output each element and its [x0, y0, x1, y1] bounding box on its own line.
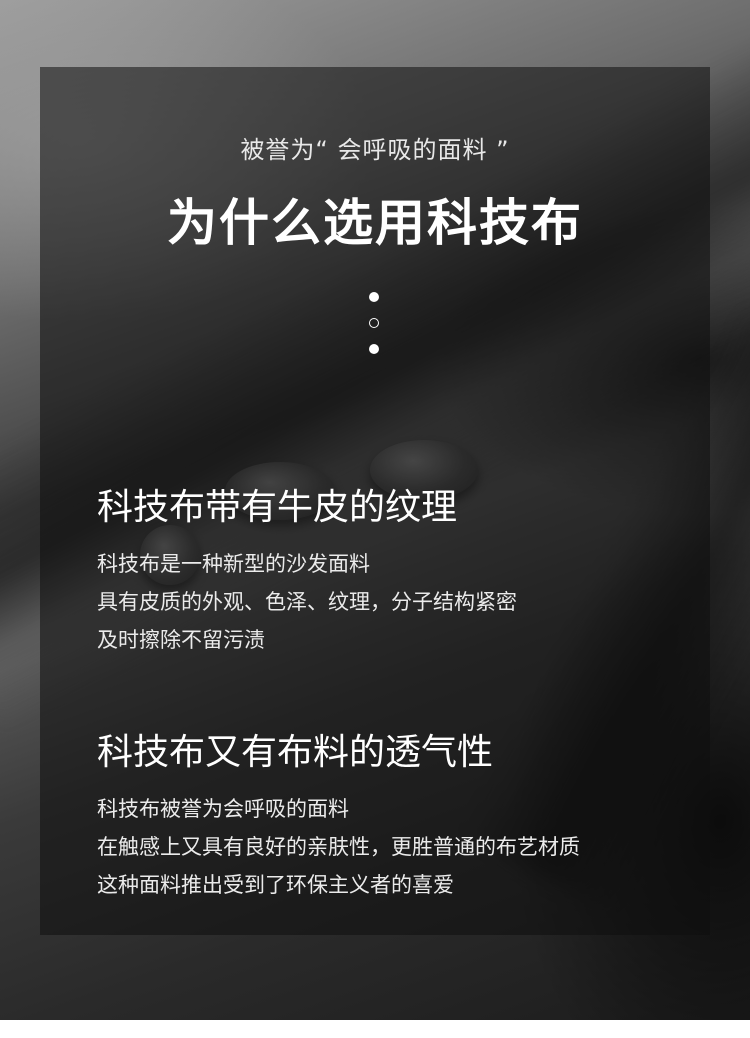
- divider-dots: [369, 292, 381, 370]
- section-heading-texture: 科技布带有牛皮的纹理: [97, 487, 458, 528]
- page-title: 为什么选用科技布: [167, 194, 583, 252]
- section-line: 科技布是一种新型的沙发面料: [97, 552, 370, 576]
- dot-hollow: [369, 318, 379, 328]
- section-line: 科技布被誉为会呼吸的面料: [97, 797, 349, 821]
- section-line: 在触感上又具有良好的亲肤性，更胜普通的布艺材质: [97, 835, 580, 859]
- bottom-divider: [0, 1020, 750, 1038]
- dot-filled: [369, 344, 379, 354]
- subtitle: 被誉为“ 会呼吸的面料 ”: [240, 136, 510, 164]
- section-line: 及时擦除不留污渍: [97, 628, 265, 652]
- section-heading-breathability: 科技布又有布料的透气性: [97, 732, 494, 773]
- section-line: 具有皮质的外观、色泽、纹理，分子结构紧密: [97, 590, 517, 614]
- dot-filled: [369, 292, 379, 302]
- section-line: 这种面料推出受到了环保主义者的喜爱: [97, 873, 454, 897]
- content-overlay-panel: [40, 67, 710, 935]
